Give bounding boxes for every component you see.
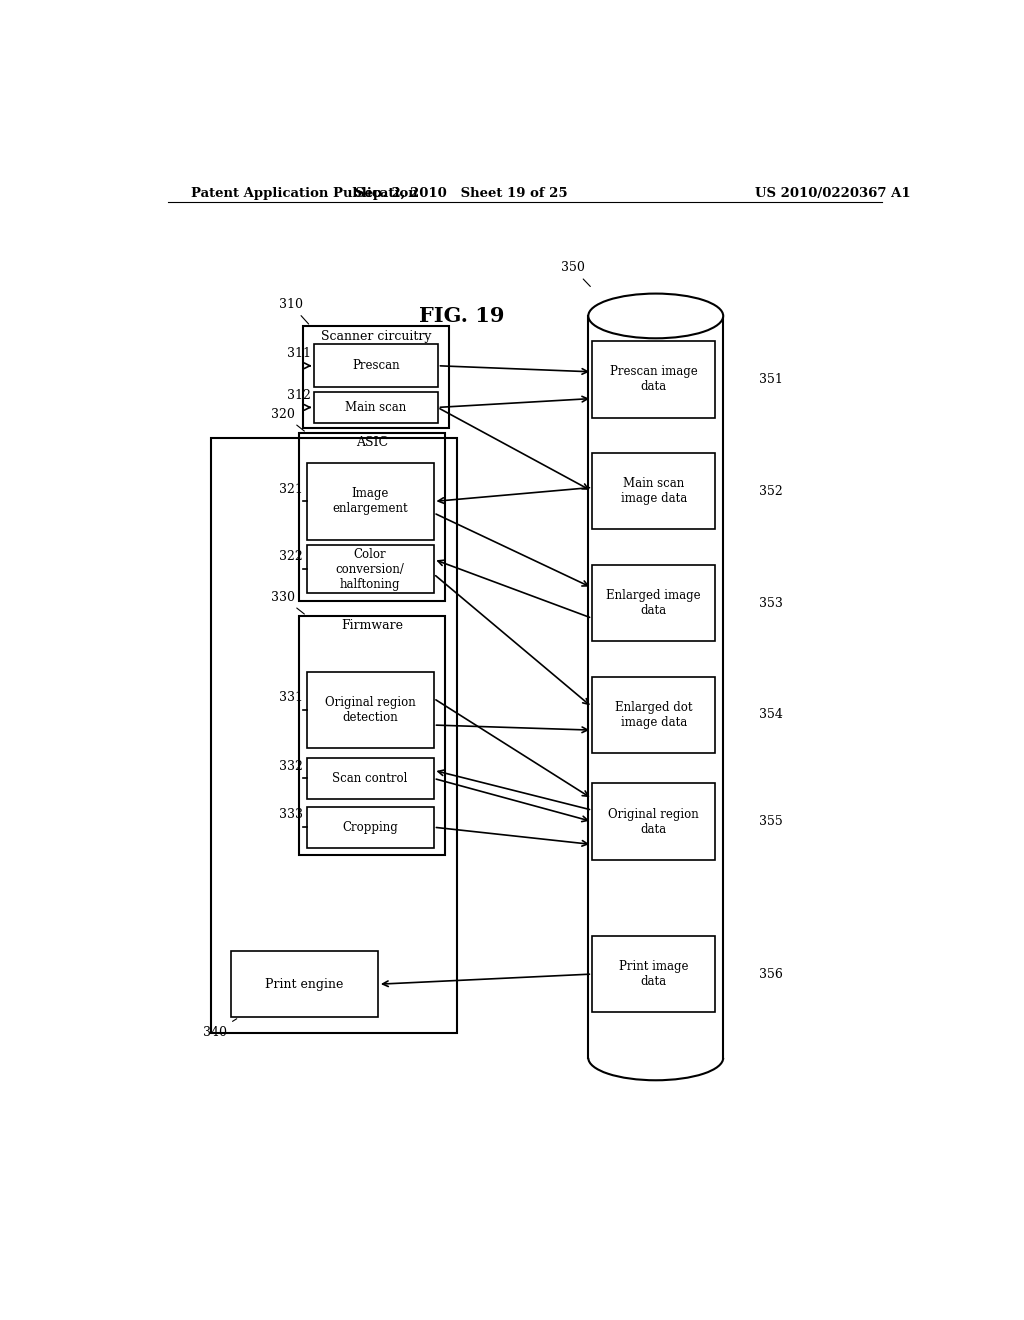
Text: 311: 311: [287, 347, 310, 360]
Text: 332: 332: [279, 760, 303, 772]
Ellipse shape: [588, 293, 723, 338]
Text: Enlarged dot
image data: Enlarged dot image data: [615, 701, 692, 729]
Bar: [592, 677, 715, 752]
Bar: [314, 392, 437, 422]
Text: Main scan: Main scan: [345, 401, 407, 414]
Text: Print image
data: Print image data: [620, 960, 688, 989]
Text: 321: 321: [279, 483, 303, 496]
Text: Patent Application Publication: Patent Application Publication: [191, 187, 418, 201]
Bar: [592, 784, 715, 859]
Text: 355: 355: [759, 816, 782, 828]
Text: FIG. 19: FIG. 19: [419, 306, 504, 326]
Bar: [592, 342, 715, 417]
Text: Image
enlargement: Image enlargement: [332, 487, 408, 515]
Text: 322: 322: [279, 550, 303, 564]
Text: Original region
detection: Original region detection: [325, 696, 416, 723]
Bar: [306, 463, 433, 540]
Text: Cropping: Cropping: [342, 821, 398, 834]
Bar: [592, 936, 715, 1012]
Bar: [592, 453, 715, 529]
Bar: [299, 433, 445, 601]
Text: 351: 351: [759, 374, 782, 385]
Bar: [306, 545, 433, 594]
Bar: [592, 565, 715, 642]
Text: 331: 331: [279, 692, 303, 704]
Text: Original region
data: Original region data: [608, 808, 699, 836]
Bar: [299, 615, 445, 854]
Text: Scanner circuitry: Scanner circuitry: [321, 330, 431, 343]
Bar: [231, 952, 378, 1018]
Text: Color
conversion/
halftoning: Color conversion/ halftoning: [336, 548, 404, 590]
Bar: [303, 326, 450, 428]
Text: 330: 330: [270, 590, 304, 614]
Text: Main scan
image data: Main scan image data: [621, 478, 687, 506]
Text: 350: 350: [560, 261, 591, 286]
Text: 354: 354: [759, 709, 782, 721]
Text: Firmware: Firmware: [341, 619, 403, 632]
Bar: [306, 758, 433, 799]
Text: Enlarged image
data: Enlarged image data: [606, 589, 701, 616]
Text: Print engine: Print engine: [265, 978, 344, 991]
Text: 310: 310: [279, 298, 308, 323]
Text: Prescan image
data: Prescan image data: [610, 366, 697, 393]
Text: Scan control: Scan control: [333, 772, 408, 785]
Text: 340: 340: [204, 1019, 237, 1039]
Bar: [306, 672, 433, 748]
Text: 312: 312: [287, 388, 310, 401]
Text: Sep. 2, 2010   Sheet 19 of 25: Sep. 2, 2010 Sheet 19 of 25: [355, 187, 567, 201]
Text: 356: 356: [759, 968, 782, 981]
Text: 352: 352: [759, 484, 782, 498]
Text: 333: 333: [279, 808, 303, 821]
Text: US 2010/0220367 A1: US 2010/0220367 A1: [755, 187, 910, 201]
Bar: [211, 438, 458, 1032]
Text: 353: 353: [759, 597, 782, 610]
Text: Prescan: Prescan: [352, 359, 399, 372]
Text: 320: 320: [270, 408, 304, 432]
Text: ASIC: ASIC: [356, 437, 388, 450]
Bar: [306, 807, 433, 847]
Bar: [314, 345, 437, 387]
